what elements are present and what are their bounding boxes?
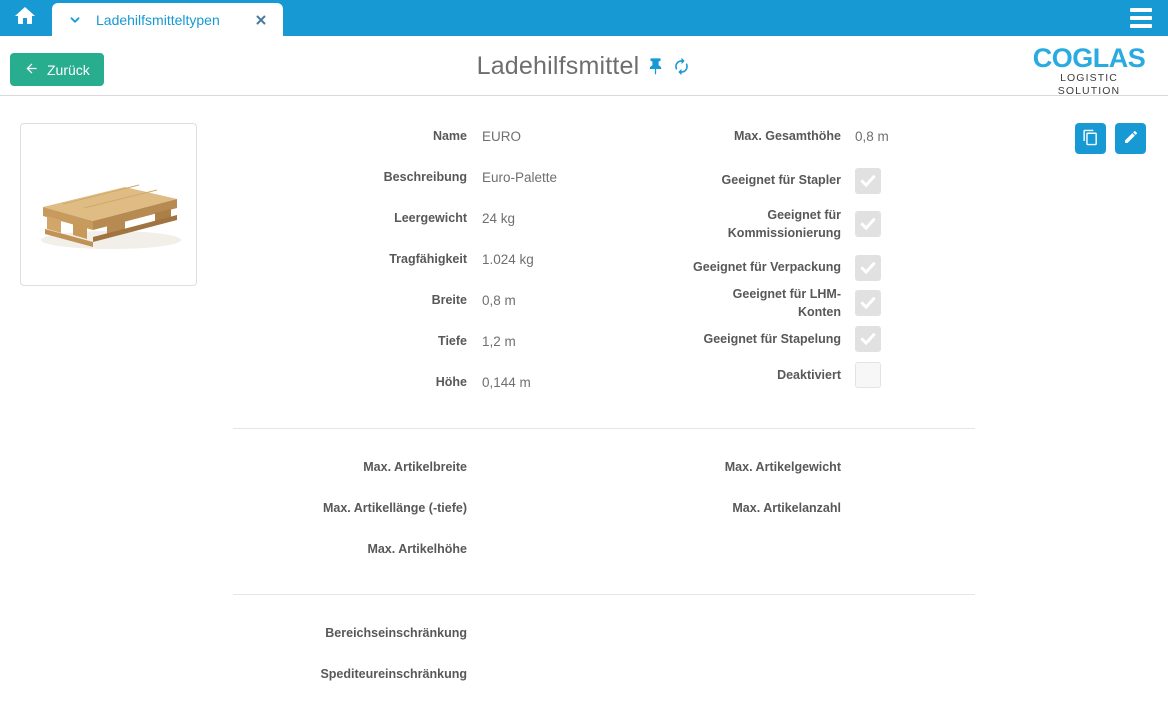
field-value: 0,8 m [482,293,516,308]
toggle-label: Geeignet für Stapler [721,173,841,188]
toggle-label: Geeignet für LHM-Konten [732,287,841,320]
logo-subtitle: LOGISTIC SOLUTION [1057,72,1121,97]
checkbox-stapler[interactable] [855,167,881,194]
menu-icon[interactable] [1126,7,1156,29]
field-leergewicht: Leergewicht 24 kg [233,198,690,239]
back-button-label: Zurück [47,61,90,78]
copy-icon [1082,129,1099,149]
field-label: Breite [431,293,467,308]
checkmark-icon [860,333,876,346]
checkmark-icon [860,261,876,274]
toggle-kommissionierung: Geeignet für Kommissionierung [690,198,975,250]
field-value: 0,144 m [482,375,531,390]
field-max-artikelbreite: Max. Artikelbreite [233,447,690,488]
checkbox-kommissionierung[interactable] [855,211,881,237]
field-label: Höhe [435,375,467,390]
field-max-gesamthoehe: Max. Gesamthöhe 0,8 m [690,116,975,157]
detail-form: Name EURO Beschreibung Euro-Palette Leer… [233,96,975,695]
field-value: 0,8 m [855,129,889,144]
field-label: Leergewicht [394,211,467,226]
toggle-label: Geeignet für Verpackung [693,260,841,275]
checkbox-verpackung[interactable] [855,254,881,281]
checkbox-lhm-konten[interactable] [855,290,881,317]
field-label: Spediteureinschränkung [320,667,467,682]
field-label: Max. Artikellänge (-tiefe) [322,501,467,516]
top-bar: Ladehilfsmitteltypen [0,0,1168,36]
field-max-artikelgewicht: Max. Artikelgewicht [690,447,975,488]
toggle-label: Geeignet für Stapelung [703,332,841,347]
field-value: 1,2 m [482,334,516,349]
field-tiefe: Tiefe 1,2 m [233,321,690,362]
field-label: Max. Artikelanzahl [732,501,841,516]
field-label: Bereichseinschränkung [325,626,467,641]
field-spediteureinschraenkung: Spediteureinschränkung [233,654,975,695]
toggle-deaktiviert: Deaktiviert [690,357,975,393]
field-label: Max. Artikelbreite [363,460,467,475]
field-label: Tiefe [438,334,467,349]
home-icon [13,4,37,33]
coglas-logo: COGLAS LOGISTIC SOLUTION [1028,44,1150,98]
field-label: Tragfähigkeit [389,252,467,267]
field-max-artikelanzahl: Max. Artikelanzahl [690,488,975,529]
field-beschreibung: Beschreibung Euro-Palette [233,157,690,198]
field-bereichseinschraenkung: Bereichseinschränkung [233,613,975,654]
toggle-label: Geeignet für Kommissionierung [727,207,841,240]
arrow-left-icon [24,61,39,79]
field-label: Name [432,129,467,144]
section-divider [233,428,975,429]
checkmark-icon [860,296,876,310]
toggle-verpackung: Geeignet für Verpackung [690,250,975,285]
edit-button[interactable] [1115,123,1146,154]
tab-ladehilfsmitteltypen[interactable]: Ladehilfsmitteltypen [52,3,283,36]
chevron-down-icon[interactable] [68,13,82,27]
field-label: Beschreibung [383,170,467,185]
checkmark-icon [860,217,876,231]
toggle-lhm-konten: Geeignet für LHM-Konten [690,285,975,321]
logo-wordmark: COGLAS [1032,43,1146,73]
field-hoehe: Höhe 0,144 m [233,362,690,403]
field-name: Name EURO [233,116,690,157]
pin-icon[interactable] [648,57,663,75]
field-max-artikelhoehe: Max. Artikelhöhe [233,529,690,570]
toggle-stapelung: Geeignet für Stapelung [690,321,975,357]
field-value: 1.024 kg [482,252,534,267]
field-value: 24 kg [482,211,516,226]
section-divider [233,594,975,595]
pallet-image [20,123,197,286]
field-label: Max. Gesamthöhe [734,129,841,144]
detail-page: Name EURO Beschreibung Euro-Palette Leer… [0,96,1168,704]
checkbox-stapelung[interactable] [855,326,881,353]
home-button[interactable] [0,0,50,36]
field-max-artikellaenge: Max. Artikellänge (-tiefe) [233,488,690,529]
toggle-label: Deaktiviert [777,368,841,383]
field-value: EURO [482,129,522,144]
page-title: Ladehilfsmittel [476,51,640,80]
checkmark-icon [860,174,876,187]
field-tragfaehigkeit: Tragfähigkeit 1.024 kg [233,239,690,280]
field-label: Max. Artikelgewicht [724,460,841,475]
tab-label: Ladehilfsmitteltypen [96,11,220,28]
field-breite: Breite 0,8 m [233,280,690,321]
refresh-icon[interactable] [672,57,691,76]
back-button[interactable]: Zurück [10,53,104,86]
pencil-icon [1123,129,1139,148]
toolbar: Zurück Ladehilfsmittel COGLAS LOGISTIC S… [0,36,1168,98]
field-label: Max. Artikelhöhe [367,542,467,557]
toggle-stapler: Geeignet für Stapler [690,163,975,198]
close-icon[interactable] [253,12,269,28]
copy-button[interactable] [1075,123,1106,154]
checkbox-deaktiviert[interactable] [855,362,881,389]
field-value: Euro-Palette [482,170,558,185]
